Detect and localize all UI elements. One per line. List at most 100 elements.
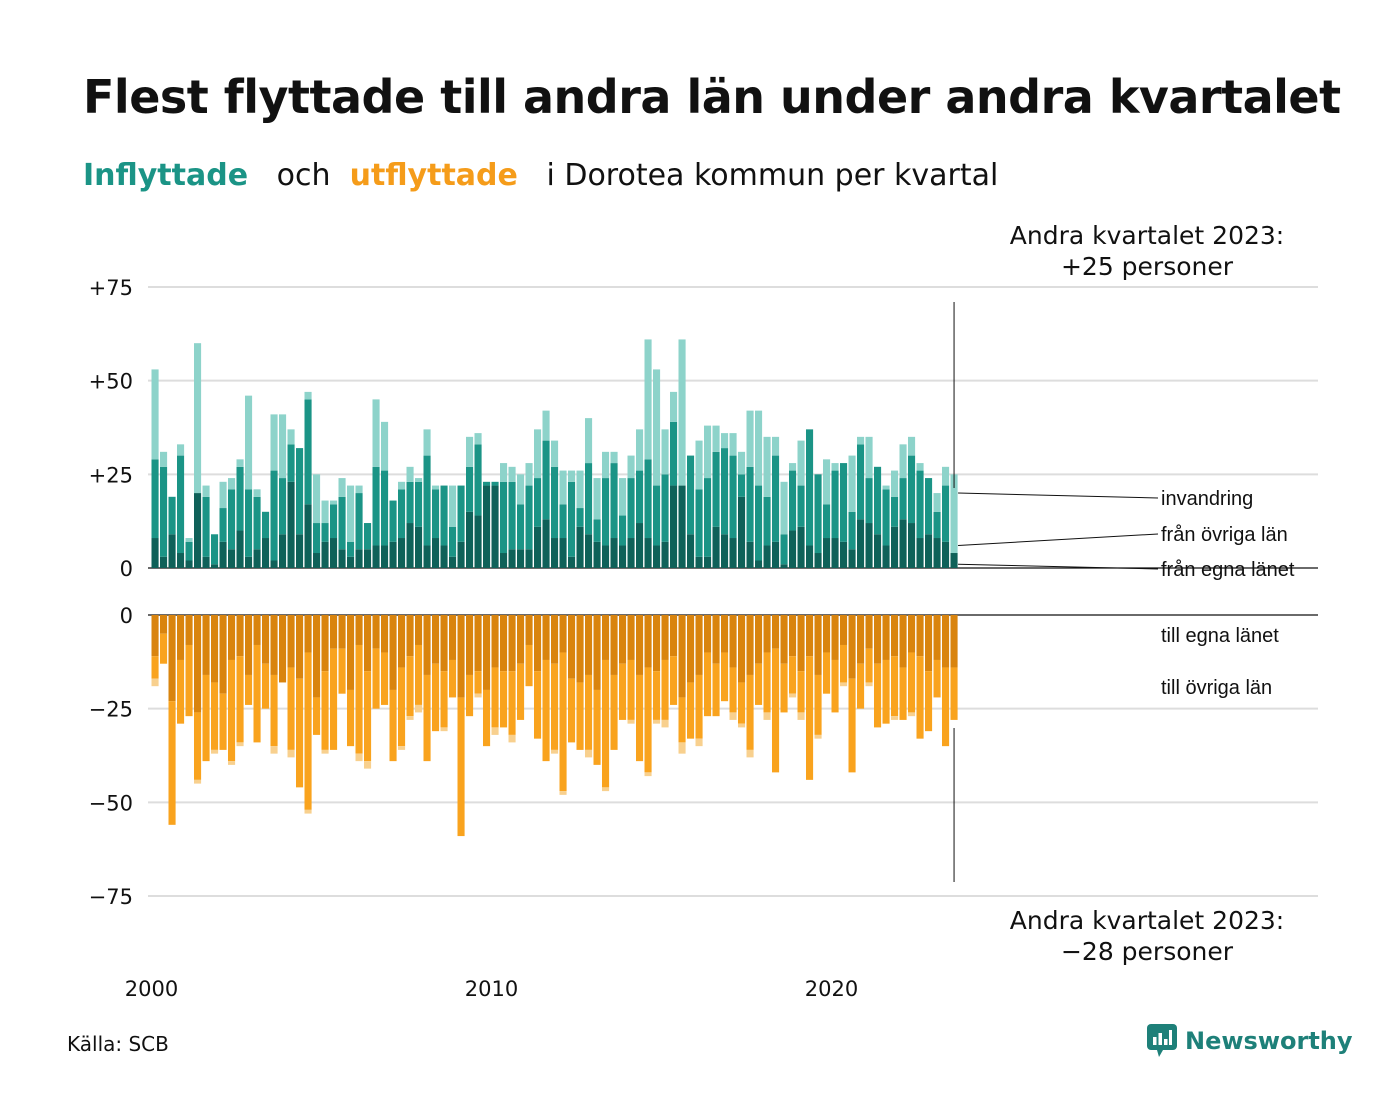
bar-out-other bbox=[398, 667, 406, 747]
bar-in-other bbox=[610, 463, 618, 539]
bar-in-immig bbox=[627, 455, 635, 479]
bar-in-own bbox=[780, 564, 788, 568]
legend-in-label: från övriga län bbox=[1161, 524, 1288, 546]
bar-out-own bbox=[891, 615, 899, 657]
bar-out-other bbox=[517, 663, 525, 720]
bar-out-emig bbox=[415, 704, 423, 713]
bar-out-other bbox=[211, 682, 219, 750]
bar-out-other bbox=[661, 659, 669, 720]
bar-in-own bbox=[500, 553, 508, 568]
bar-in-immig bbox=[602, 451, 610, 479]
bar-out-own bbox=[219, 615, 227, 694]
x-tick-label: 2010 bbox=[465, 977, 518, 1001]
bar-in-other bbox=[185, 541, 193, 561]
bar-in-immig bbox=[151, 369, 159, 460]
bar-out-own bbox=[313, 615, 321, 698]
bar-in-other bbox=[738, 474, 746, 497]
bar-out-other bbox=[755, 663, 763, 705]
bar-in-own bbox=[772, 541, 780, 568]
y-tick-bottom: −50 bbox=[89, 791, 133, 815]
bar-in-own bbox=[857, 519, 865, 568]
bar-in-own bbox=[729, 538, 737, 568]
bar-out-other bbox=[551, 663, 559, 750]
bar-in-other bbox=[644, 459, 652, 539]
bar-out-own bbox=[908, 615, 916, 653]
bar-out-other bbox=[653, 671, 661, 720]
bar-out-emig bbox=[695, 738, 703, 747]
bar-in-immig bbox=[746, 410, 754, 467]
bar-in-immig bbox=[202, 485, 210, 497]
bar-in-immig bbox=[763, 436, 771, 497]
bar-in-own bbox=[908, 523, 916, 568]
bar-out-other bbox=[338, 648, 346, 694]
bar-in-own bbox=[364, 549, 372, 568]
bar-in-immig bbox=[551, 440, 559, 467]
bar-in-immig bbox=[772, 436, 780, 456]
bar-in-immig bbox=[381, 421, 389, 471]
bar-out-own bbox=[415, 615, 423, 645]
bar-in-own bbox=[636, 523, 644, 568]
bar-out-emig bbox=[738, 723, 746, 728]
bar-out-other bbox=[568, 678, 576, 743]
bar-in-own bbox=[619, 545, 627, 568]
bar-in-immig bbox=[823, 459, 831, 505]
bar-in-own bbox=[755, 560, 763, 568]
bar-in-other bbox=[466, 466, 474, 512]
bar-in-own bbox=[950, 553, 958, 568]
bar-out-emig bbox=[228, 761, 236, 765]
bar-out-other bbox=[423, 674, 431, 762]
bar-out-other bbox=[270, 674, 278, 747]
bar-in-own bbox=[891, 526, 899, 568]
bar-in-other bbox=[840, 463, 848, 542]
bar-out-emig bbox=[653, 719, 661, 724]
bar-in-immig bbox=[712, 425, 720, 452]
bar-out-other bbox=[789, 656, 797, 694]
bar-in-immig bbox=[738, 451, 746, 475]
bar-in-other bbox=[160, 466, 168, 557]
bar-in-own bbox=[627, 538, 635, 568]
bar-in-other bbox=[364, 523, 372, 550]
bar-in-immig bbox=[245, 395, 253, 490]
bar-out-other bbox=[950, 667, 958, 720]
bar-in-immig bbox=[950, 474, 958, 554]
bar-out-other bbox=[508, 671, 516, 735]
bar-in-other bbox=[211, 534, 219, 565]
bar-out-own bbox=[500, 615, 508, 672]
bar-out-other bbox=[185, 644, 193, 717]
bar-out-other bbox=[814, 674, 822, 735]
bar-in-own bbox=[670, 485, 678, 568]
bar-out-other bbox=[763, 652, 771, 713]
bar-out-own bbox=[746, 615, 754, 675]
bar-in-own bbox=[168, 534, 176, 568]
bar-in-immig bbox=[160, 451, 168, 467]
bar-out-own bbox=[916, 615, 924, 657]
bar-out-other bbox=[780, 663, 788, 713]
bar-in-other bbox=[245, 489, 253, 557]
newsworthy-logo-text: Newsworthy bbox=[1185, 1027, 1353, 1055]
bar-out-other bbox=[534, 671, 542, 739]
bar-in-immig bbox=[406, 466, 414, 482]
bar-in-own bbox=[806, 545, 814, 568]
legend-in-label: invandring bbox=[1161, 488, 1253, 510]
bar-in-other bbox=[279, 478, 287, 535]
bar-out-other bbox=[823, 652, 831, 694]
bar-in-immig bbox=[576, 470, 584, 509]
bar-in-own bbox=[398, 538, 406, 568]
bar-out-own bbox=[840, 615, 848, 645]
bar-out-own bbox=[304, 615, 312, 653]
bar-out-other bbox=[704, 652, 712, 717]
bar-out-other bbox=[415, 644, 423, 705]
bar-in-other bbox=[636, 470, 644, 524]
bar-in-immig bbox=[517, 474, 525, 505]
bar-in-other bbox=[661, 474, 669, 542]
bar-out-other bbox=[151, 656, 159, 679]
bar-out-own bbox=[449, 615, 457, 660]
bar-in-other bbox=[202, 496, 210, 557]
bar-out-emig bbox=[585, 749, 593, 758]
bar-out-own bbox=[483, 615, 491, 690]
bar-in-other bbox=[857, 444, 865, 520]
bar-out-own bbox=[636, 615, 644, 675]
bar-in-other bbox=[704, 478, 712, 557]
bar-in-immig bbox=[831, 463, 839, 471]
bar-in-immig bbox=[729, 433, 737, 456]
